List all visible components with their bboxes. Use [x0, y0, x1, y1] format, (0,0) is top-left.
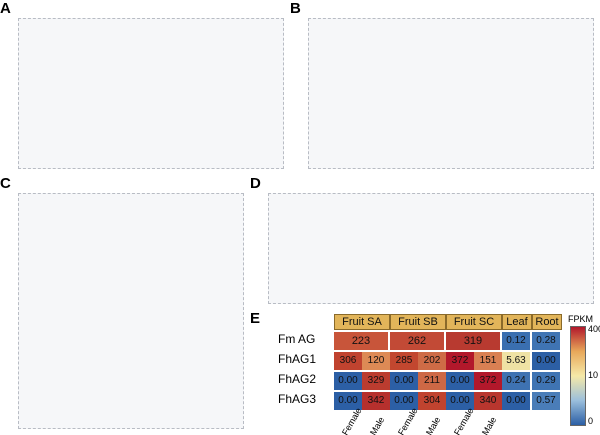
- sex-label-sa-female: Female: [340, 406, 364, 435]
- group-fruit-sa: Fruit SA: [334, 314, 390, 330]
- cell-fhag2-sc-female: 0.00: [446, 372, 474, 390]
- cell-fhag2-sc-male: 372: [474, 372, 502, 390]
- panel-label-d: D: [250, 175, 261, 192]
- cell-fhag3-sa-female: 0.00: [334, 392, 362, 410]
- cell-fhag3-sc-female: 0.00: [446, 392, 474, 410]
- group-leaf: Leaf: [502, 314, 532, 330]
- sex-label-sa-male: Male: [368, 415, 387, 435]
- sex-label-sb-female: Female: [396, 406, 420, 435]
- cell-fmag-fruit-sb: 262: [390, 332, 444, 350]
- row-label-fhag1: FhAG1: [278, 352, 317, 366]
- fpkm-legend-title: FPKM: [568, 314, 594, 324]
- cell-fhag3-sb-male: 304: [418, 392, 446, 410]
- fpkm-tick-400: 400: [588, 324, 600, 334]
- panel-c-placeholder: [18, 193, 244, 429]
- panel-label-e: E: [250, 310, 261, 327]
- cell-fhag1-root: 0.00: [532, 352, 560, 370]
- cell-fmag-leaf: 0.12: [502, 332, 530, 350]
- sex-label-sc-female: Female: [452, 406, 476, 435]
- group-fruit-sb: Fruit SB: [390, 314, 446, 330]
- cell-fhag3-sa-male: 342: [362, 392, 390, 410]
- cell-fmag-root: 0.28: [532, 332, 560, 350]
- cell-fhag1-leaf: 5.63: [502, 352, 530, 370]
- cell-fhag1-sa-male: 120: [362, 352, 390, 370]
- cell-fhag1-sc-female: 372: [446, 352, 474, 370]
- panel-d: D: [250, 175, 600, 310]
- panel-a: A: [0, 0, 290, 175]
- panel-b: B: [290, 0, 600, 175]
- sex-label-sc-male: Male: [480, 415, 499, 435]
- cell-fhag2-sa-male: 329: [362, 372, 390, 390]
- sex-label-sb-male: Male: [424, 415, 443, 435]
- cell-fhag1-sb-female: 285: [390, 352, 418, 370]
- group-fruit-sc: Fruit SC: [446, 314, 502, 330]
- cell-fhag3-sb-female: 0.00: [390, 392, 418, 410]
- cell-fhag1-sa-female: 306: [334, 352, 362, 370]
- group-root: Root: [532, 314, 562, 330]
- cell-fhag1-sb-male: 202: [418, 352, 446, 370]
- panel-a-placeholder: [18, 18, 284, 169]
- cell-fhag3-leaf: 0.00: [502, 392, 530, 410]
- cell-fmag-fruit-sa: 223: [334, 332, 388, 350]
- panel-label-c: C: [0, 175, 11, 192]
- row-label-fhag2: FhAG2: [278, 372, 317, 386]
- cell-fhag2-sb-male: 211: [418, 372, 446, 390]
- cell-fhag2-sa-female: 0.00: [334, 372, 362, 390]
- cell-fhag2-root: 0.29: [532, 372, 560, 390]
- row-label-fhag3: FhAG3: [278, 392, 317, 406]
- panel-label-b: B: [290, 0, 301, 17]
- panel-d-placeholder: [268, 193, 594, 304]
- fpkm-color-bar: [570, 326, 586, 426]
- cell-fhag3-root: 0.57: [532, 392, 560, 410]
- panel-b-placeholder: [308, 18, 594, 169]
- cell-fhag2-leaf: 0.24: [502, 372, 530, 390]
- panel-c: C: [0, 175, 250, 435]
- row-label-fmag: Fm AG: [278, 332, 316, 346]
- fpkm-tick-10: 10: [588, 370, 599, 380]
- cell-fhag2-sb-female: 0.00: [390, 372, 418, 390]
- expression-heatmap: Fruit SA Fruit SB Fruit SC Leaf Root Fm …: [278, 314, 600, 435]
- panel-label-a: A: [0, 0, 11, 17]
- cell-fhag3-sc-male: 340: [474, 392, 502, 410]
- panel-e: E Fruit SA Fruit SB Fruit SC Leaf Root F…: [250, 310, 600, 435]
- cell-fmag-fruit-sc: 319: [446, 332, 500, 350]
- cell-fhag1-sc-male: 151: [474, 352, 502, 370]
- fpkm-tick-0: 0: [588, 416, 594, 426]
